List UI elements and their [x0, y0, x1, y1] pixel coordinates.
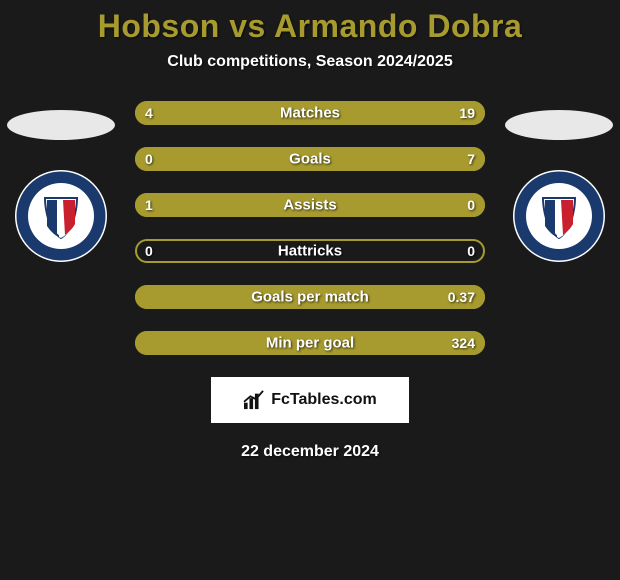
page-subtitle: Club competitions, Season 2024/2025 — [167, 53, 452, 71]
stat-row: Matches 4 19 — [135, 101, 485, 125]
branding-badge: FcTables.com — [211, 377, 409, 423]
stat-row: Hattricks 0 0 — [135, 239, 485, 263]
stat-value-right: 0.37 — [448, 289, 475, 305]
comparison-card: Hobson vs Armando Dobra Club competition… — [0, 0, 620, 580]
stat-row: Goals per match 0.37 — [135, 285, 485, 309]
stat-bars: Matches419Goals07Assists10Hattricks00Goa… — [130, 101, 490, 355]
page-title: Hobson vs Armando Dobra — [98, 8, 523, 45]
stat-value-right: 19 — [459, 105, 475, 121]
stat-value-left: 4 — [145, 105, 153, 121]
stat-value-right: 0 — [467, 197, 475, 213]
branding-text: FcTables.com — [271, 391, 377, 409]
stat-value-right: 7 — [467, 151, 475, 167]
stat-value-left: 0 — [145, 243, 153, 259]
stat-value-left: 0 — [145, 151, 153, 167]
stats-block: Matches419Goals07Assists10Hattricks00Goa… — [0, 101, 620, 355]
date-text: 22 december 2024 — [241, 443, 379, 461]
stat-value-right: 0 — [467, 243, 475, 259]
stat-label: Goals per match — [251, 289, 369, 306]
stat-label: Hattricks — [278, 243, 342, 260]
stat-label: Goals — [289, 151, 331, 168]
stat-row: Assists 1 0 — [135, 193, 485, 217]
stat-value-left: 1 — [145, 197, 153, 213]
stat-label: Assists — [283, 197, 336, 214]
stat-row: Min per goal 324 — [135, 331, 485, 355]
stat-label: Matches — [280, 105, 340, 122]
stat-value-right: 324 — [452, 335, 475, 351]
stat-label: Min per goal — [266, 335, 354, 352]
stat-row: Goals 0 7 — [135, 147, 485, 171]
fctables-logo-icon — [243, 390, 265, 410]
